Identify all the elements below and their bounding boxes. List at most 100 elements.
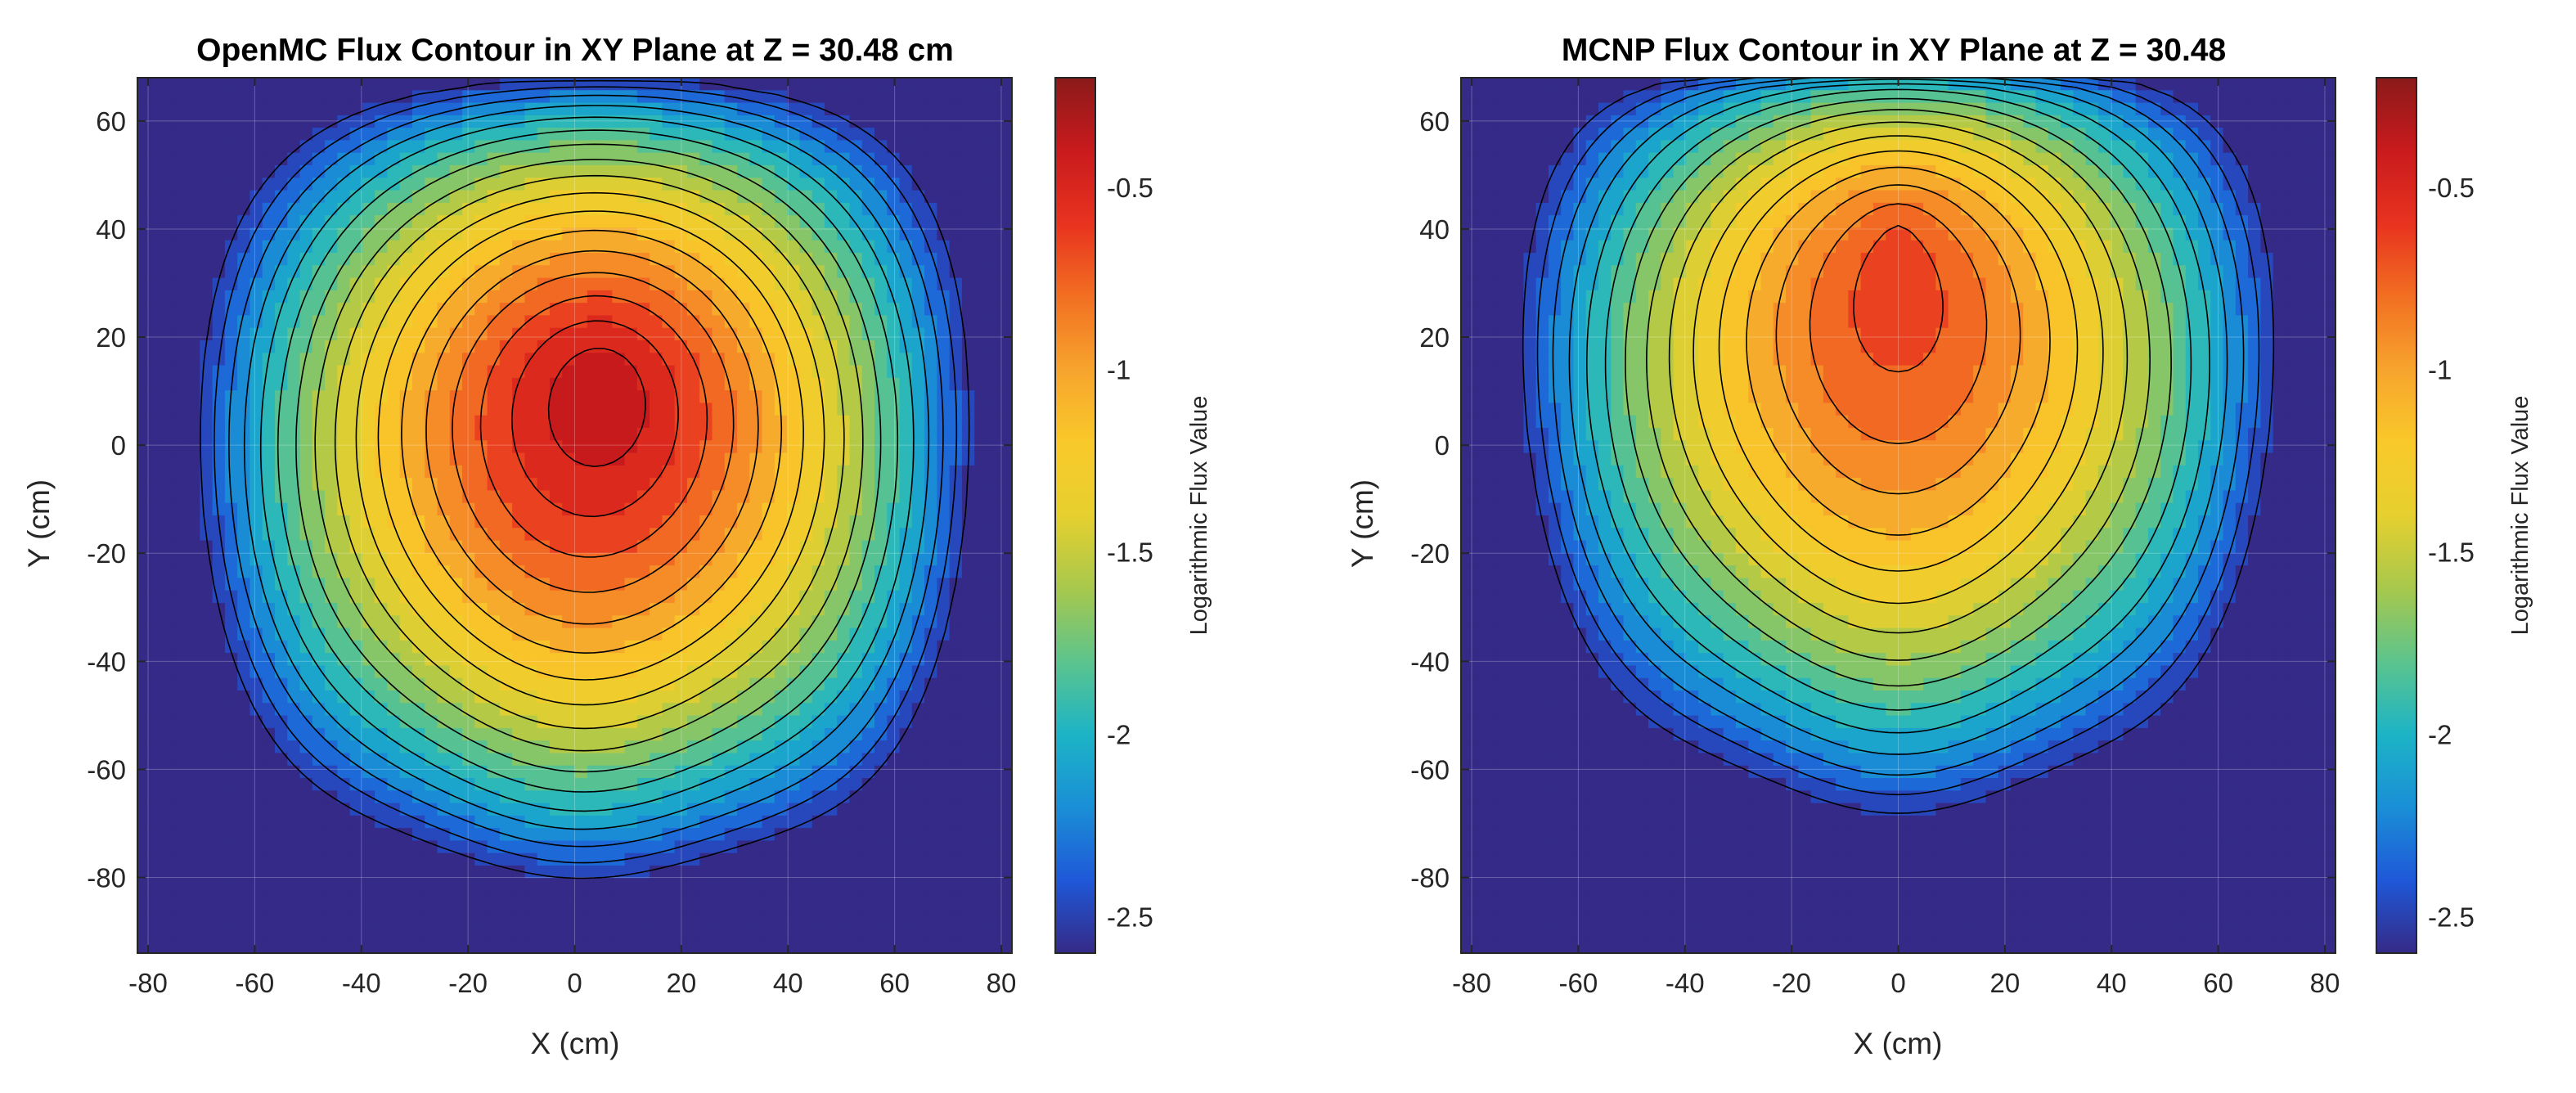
- contour-cell: [487, 615, 501, 629]
- contour-cell: [762, 878, 775, 892]
- contour-line: [425, 250, 759, 625]
- contour-cell: [724, 452, 738, 466]
- contour-cell: [874, 915, 888, 929]
- contour-cell: [437, 403, 451, 416]
- contour-cell: [999, 890, 1012, 904]
- contour-cell: [425, 340, 438, 353]
- contour-cell: [524, 165, 538, 178]
- contour-cell: [325, 665, 338, 679]
- contour-cell: [874, 640, 888, 654]
- contour-cell: [487, 178, 501, 191]
- contour-cell: [274, 452, 288, 466]
- contour-cell: [437, 140, 451, 154]
- contour-cell: [686, 303, 700, 317]
- contour-cell: [337, 690, 351, 704]
- contour-cell: [774, 265, 788, 279]
- contour-cell: [312, 890, 326, 904]
- contour-cell: [237, 128, 251, 142]
- contour-cell: [137, 90, 151, 104]
- contour-cell: [325, 690, 338, 704]
- contour-cell: [312, 727, 326, 741]
- contour-cell: [200, 578, 214, 591]
- contour-cell: [662, 778, 676, 791]
- contour-cell: [987, 552, 1000, 566]
- contour-cell: [699, 640, 713, 654]
- contour-cell: [200, 677, 214, 691]
- contour-cell: [425, 866, 438, 879]
- contour-cell: [899, 565, 913, 579]
- contour-cell: [387, 790, 401, 804]
- contour-cell: [899, 315, 913, 329]
- contour-cell: [425, 353, 438, 367]
- contour-cell: [974, 703, 988, 717]
- contour-cell: [999, 902, 1012, 916]
- contour-cell: [724, 202, 738, 216]
- contour-cell: [574, 515, 588, 529]
- contour-cell: [425, 578, 438, 591]
- contour-cell: [187, 165, 200, 178]
- contour-cell: [600, 915, 613, 929]
- contour-cell: [449, 690, 463, 704]
- contour-cell: [712, 640, 726, 654]
- contour-cell: [762, 377, 775, 391]
- contour-cell: [224, 928, 238, 942]
- contour-cell: [686, 190, 700, 204]
- contour-cell: [200, 403, 214, 416]
- contour-cell: [200, 740, 214, 754]
- contour-cell: [624, 653, 638, 667]
- contour-cell: [150, 778, 164, 791]
- contour-cell: [837, 465, 851, 479]
- contour-cell: [999, 552, 1012, 566]
- contour-cell: [474, 790, 488, 804]
- contour-cell: [325, 365, 338, 379]
- contour-cell: [861, 727, 875, 741]
- contour-cell: [474, 478, 488, 492]
- contour-cell: [574, 403, 588, 416]
- contour-cell: [587, 452, 600, 466]
- contour-cell: [387, 528, 401, 542]
- contour-cell: [737, 528, 750, 542]
- contour-cell: [425, 465, 438, 479]
- contour-cell: [562, 190, 576, 204]
- contour-cell: [487, 940, 501, 953]
- contour-cell: [349, 790, 363, 804]
- contour-cell: [874, 940, 888, 953]
- contour-cell: [961, 715, 975, 729]
- contour-cell: [887, 115, 901, 128]
- contour-cell: [650, 390, 663, 404]
- contour-cell: [512, 377, 526, 391]
- contour-cell: [911, 90, 925, 104]
- contour-cell: [474, 340, 488, 353]
- contour-cell: [624, 590, 638, 604]
- contour-cell: [312, 590, 326, 604]
- contour-cell: [425, 515, 438, 529]
- contour-cell: [887, 102, 901, 116]
- contour-cell: [999, 290, 1012, 304]
- contour-cell: [749, 715, 763, 729]
- contour-cell: [724, 878, 738, 892]
- contour-cell: [274, 866, 288, 879]
- contour-cell: [362, 890, 375, 904]
- contour-cell: [425, 815, 438, 829]
- contour-cell: [287, 690, 301, 704]
- contour-cell: [899, 815, 913, 829]
- contour-cell: [699, 715, 713, 729]
- contour-cell: [837, 502, 851, 516]
- contour-cell: [749, 377, 763, 391]
- contour-cell: [887, 715, 901, 729]
- contour-cell: [887, 727, 901, 741]
- contour-cell: [949, 828, 963, 842]
- contour-cell: [224, 803, 238, 816]
- contour-cell: [650, 90, 663, 104]
- contour-cell: [187, 365, 200, 379]
- contour-cell: [250, 478, 263, 492]
- contour-cell: [387, 902, 401, 916]
- contour-cell: [224, 866, 238, 879]
- contour-cell: [399, 778, 413, 791]
- contour-cell: [137, 277, 151, 291]
- contour-cell: [549, 753, 563, 767]
- contour-cell: [337, 640, 351, 654]
- contour-cell: [375, 703, 389, 717]
- contour-cell: [949, 190, 963, 204]
- contour-cell: [686, 315, 700, 329]
